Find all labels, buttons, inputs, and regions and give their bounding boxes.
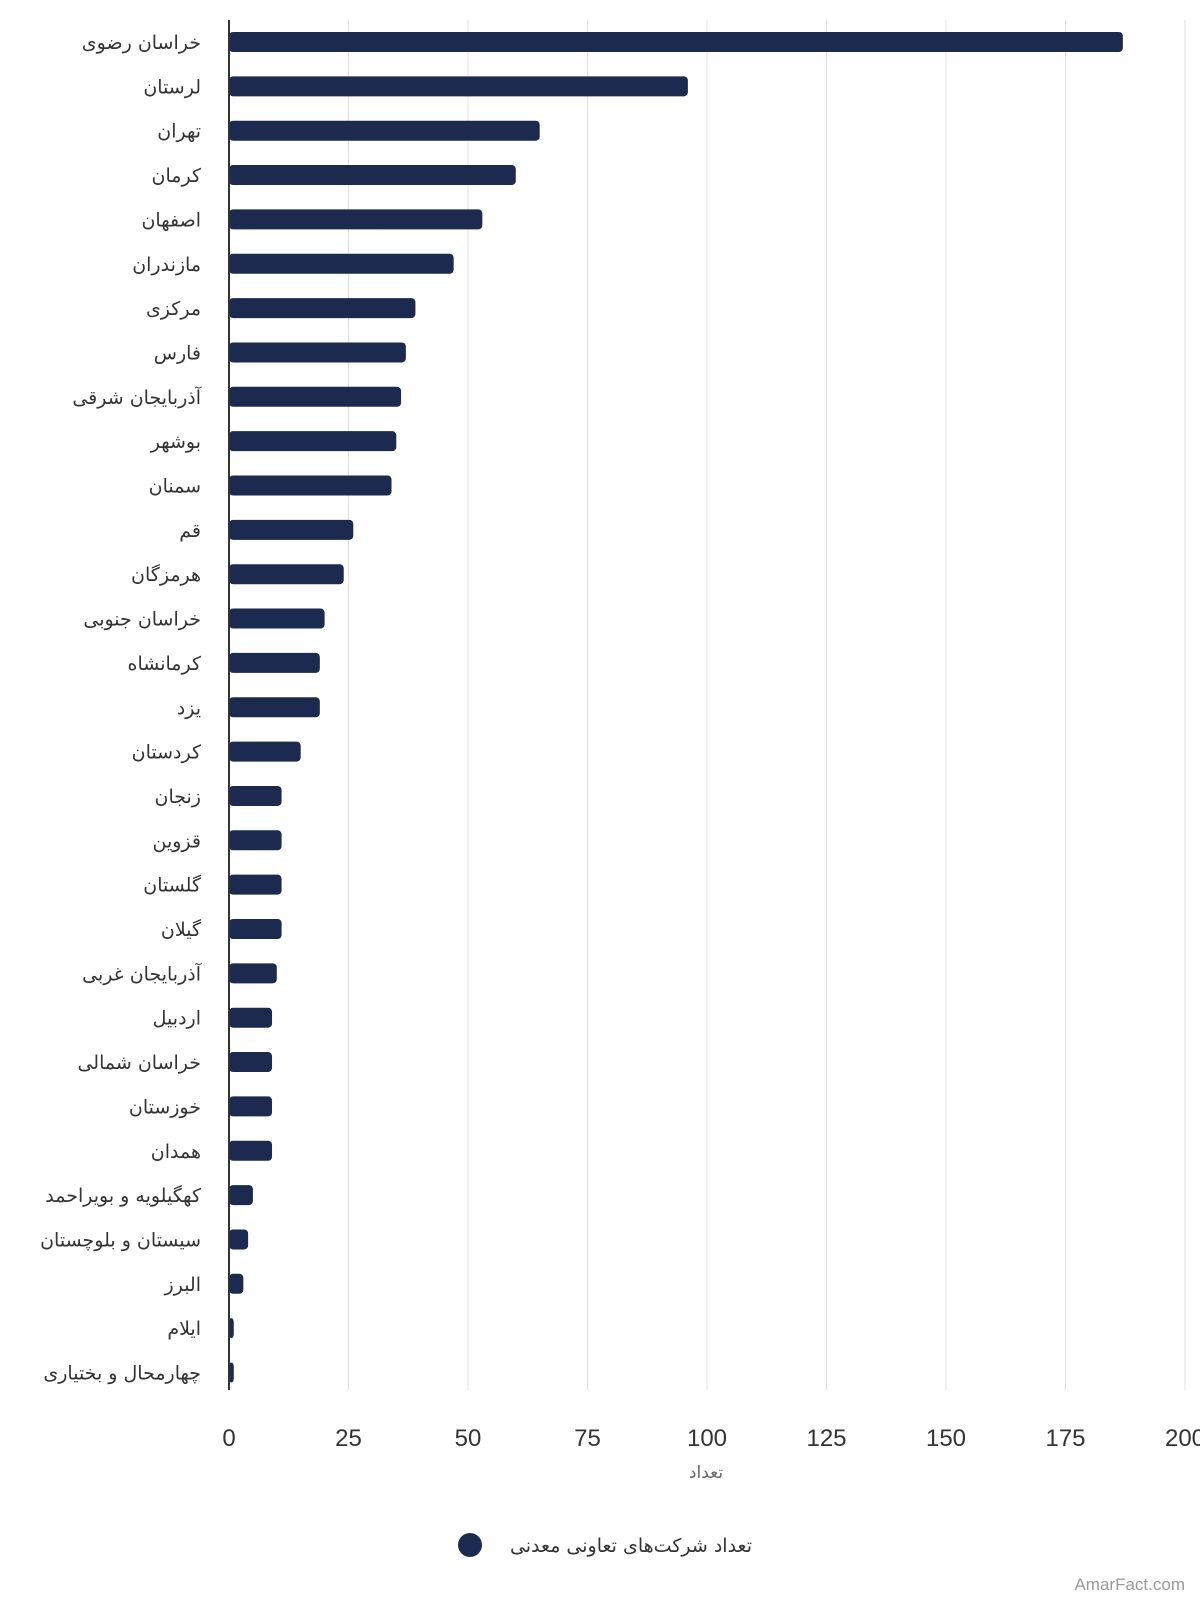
bar[interactable] xyxy=(229,741,301,762)
bar[interactable] xyxy=(229,120,540,141)
x-tick-label: 75 xyxy=(574,1425,601,1452)
bar[interactable] xyxy=(229,919,282,939)
category-label: خراسان رضوی xyxy=(82,32,201,54)
category-label: لرستان xyxy=(143,76,201,98)
bar[interactable] xyxy=(229,874,282,895)
category-label: زنجان xyxy=(155,786,201,808)
bar[interactable] xyxy=(229,1273,244,1294)
bar[interactable] xyxy=(229,697,320,718)
credit-text[interactable]: AmarFact.com xyxy=(1074,1575,1185,1594)
category-label: قم xyxy=(179,520,201,542)
category-label: اردبیل xyxy=(153,1008,201,1030)
x-tick-label: 25 xyxy=(335,1425,362,1452)
category-label: گیلان xyxy=(161,918,202,941)
x-axis-title: تعداد xyxy=(689,1463,723,1483)
category-label: مرکزی xyxy=(146,298,201,320)
category-label: چهارمحال و بختیاری xyxy=(43,1363,201,1385)
category-label: کرمانشاه xyxy=(128,653,202,675)
bar[interactable] xyxy=(229,519,354,540)
x-tick-label: 50 xyxy=(455,1425,482,1452)
bar[interactable] xyxy=(229,830,282,851)
category-label: مازندران xyxy=(132,254,201,276)
category-label: اصفهان xyxy=(141,209,201,231)
bar[interactable] xyxy=(229,1096,273,1117)
x-tick-label: 200 xyxy=(1165,1425,1200,1452)
category-label: ایلام xyxy=(167,1318,201,1340)
category-label: کردستان xyxy=(132,742,202,764)
bar[interactable] xyxy=(229,1362,234,1383)
category-label: گلستان xyxy=(143,874,202,897)
bar[interactable] xyxy=(229,165,516,186)
category-label: آذربایجان شرقی xyxy=(72,385,201,409)
bar[interactable] xyxy=(229,652,320,673)
bar[interactable] xyxy=(229,298,416,319)
gridlines xyxy=(348,20,1186,1390)
bar[interactable] xyxy=(229,253,454,274)
x-tick-label: 125 xyxy=(806,1425,846,1452)
legend-item[interactable]: تعداد شرکت‌های تعاونی معدنی xyxy=(458,1533,752,1557)
bar[interactable] xyxy=(229,76,688,97)
category-label: کرمان xyxy=(152,165,202,187)
bar[interactable] xyxy=(229,1052,273,1073)
x-tick-label: 100 xyxy=(687,1425,727,1452)
category-label: تهران xyxy=(157,121,201,143)
bar[interactable] xyxy=(229,564,344,585)
bars xyxy=(229,32,1123,1383)
x-tick-labels: 0 25 50 75 100 125 150 175 200 xyxy=(222,1425,1200,1452)
bar[interactable] xyxy=(229,386,402,407)
category-labels: خراسان رضوی لرستان تهران کرمان اصفهان مازندرا… xyxy=(40,32,202,1385)
bar[interactable] xyxy=(229,1007,273,1028)
bar[interactable] xyxy=(229,1140,273,1161)
x-tick-label: 150 xyxy=(926,1425,966,1452)
category-label: خراسان شمالی xyxy=(77,1052,201,1074)
bar[interactable] xyxy=(229,431,397,452)
bar[interactable] xyxy=(229,785,282,806)
category-label: همدان xyxy=(151,1141,201,1163)
bar[interactable] xyxy=(229,1229,249,1250)
category-label: خوزستان xyxy=(129,1096,201,1118)
legend-label: تعداد شرکت‌های تعاونی معدنی xyxy=(510,1535,752,1557)
bar[interactable] xyxy=(229,209,483,230)
bar[interactable] xyxy=(229,608,325,629)
bar[interactable] xyxy=(229,963,277,984)
x-tick-label: 175 xyxy=(1045,1425,1085,1452)
category-label: کهگیلویه و بویراحمد xyxy=(45,1184,202,1207)
category-label: هرمزگان xyxy=(131,563,201,586)
bar[interactable] xyxy=(229,475,392,496)
category-label: سیستان و بلوچستان xyxy=(40,1229,201,1251)
category-label: سمنان xyxy=(149,476,201,498)
bar[interactable] xyxy=(229,1185,253,1206)
category-label: قزوین xyxy=(153,830,202,852)
bar[interactable] xyxy=(229,32,1123,52)
x-tick-label: 0 xyxy=(222,1425,235,1452)
category-label: آذربایجان غربی xyxy=(82,961,202,985)
bar[interactable] xyxy=(229,1318,234,1339)
category-label: البرز xyxy=(164,1274,201,1296)
category-label: فارس xyxy=(154,342,201,364)
category-label: خراسان جنوبی xyxy=(83,609,201,631)
category-label: یزد xyxy=(177,697,201,719)
category-label: بوشهر xyxy=(150,431,201,453)
legend-marker xyxy=(458,1533,482,1557)
bar[interactable] xyxy=(229,342,406,363)
